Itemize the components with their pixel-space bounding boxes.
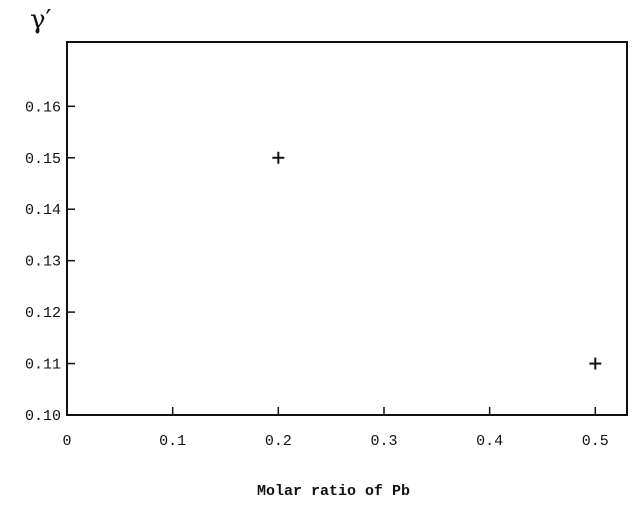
- y-axis-label: γ′: [30, 5, 52, 35]
- x-tick-label: 0: [62, 433, 71, 450]
- x-tick-label: 0.5: [582, 433, 609, 450]
- x-tick-label: 0.4: [476, 433, 503, 450]
- plot-frame: [66, 41, 628, 416]
- y-tick-label: 0.14: [25, 202, 61, 219]
- x-axis-ticks: 0 0.1 0.2 0.3 0.4 0.5: [62, 407, 609, 450]
- y-tick-label: 0.10: [25, 408, 61, 425]
- y-tick-label: 0.15: [25, 151, 61, 168]
- x-axis-label: Molar ratio of Pb: [257, 483, 410, 500]
- x-tick-label: 0.2: [265, 433, 292, 450]
- data-point-marker: [589, 357, 602, 370]
- data-point-marker: [272, 151, 285, 164]
- x-tick-label: 0.1: [159, 433, 186, 450]
- y-tick-label: 0.12: [25, 305, 61, 322]
- data-points: [272, 151, 602, 370]
- x-tick-label: 0.3: [370, 433, 397, 450]
- y-tick-label: 0.11: [25, 357, 61, 374]
- y-tick-label: 0.16: [25, 99, 61, 116]
- y-tick-label: 0.13: [25, 254, 61, 271]
- y-axis-ticks: 0.10 0.11 0.12 0.13 0.14 0.15 0.16: [25, 99, 75, 425]
